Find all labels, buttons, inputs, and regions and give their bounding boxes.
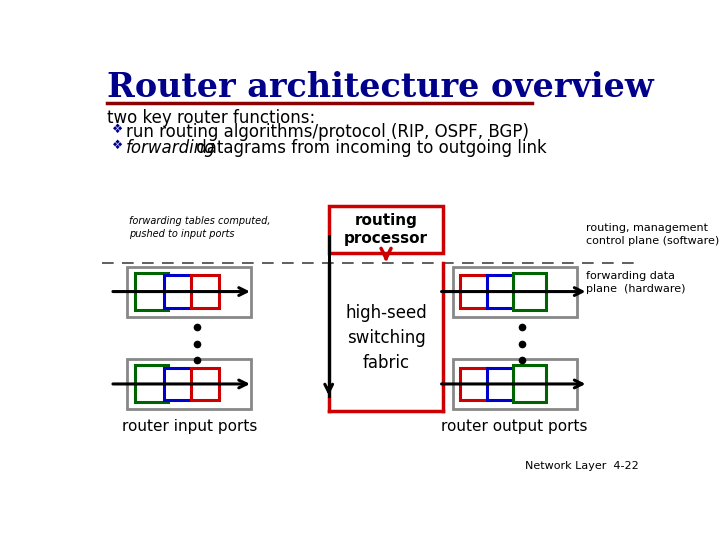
Text: run routing algorithms/protocol (RIP, OSPF, BGP): run routing algorithms/protocol (RIP, OS… [126, 123, 528, 141]
Bar [164, 275, 192, 308]
Bar [513, 273, 546, 310]
Text: routing, management
control plane (software): routing, management control plane (softw… [586, 222, 719, 246]
Text: datagrams from incoming to outgoing link: datagrams from incoming to outgoing link [191, 139, 546, 157]
Text: forwarding data
plane  (hardware): forwarding data plane (hardware) [586, 271, 685, 294]
Text: ❖: ❖ [112, 123, 123, 136]
Text: two key router functions:: two key router functions: [107, 110, 315, 127]
Bar [191, 275, 219, 308]
Text: routing
processor: routing processor [344, 213, 428, 246]
Bar [329, 206, 444, 253]
Bar [487, 368, 515, 400]
Text: forwarding tables computed,
pushed to input ports: forwarding tables computed, pushed to in… [129, 217, 270, 239]
Text: router input ports: router input ports [122, 419, 257, 434]
Bar [127, 267, 251, 316]
Text: Router architecture overview: Router architecture overview [107, 71, 654, 104]
Bar [135, 366, 168, 402]
Bar [453, 359, 577, 409]
Bar [135, 273, 168, 310]
Bar [164, 368, 192, 400]
Bar [513, 366, 546, 402]
Bar [487, 275, 515, 308]
Text: ❖: ❖ [112, 139, 123, 152]
Text: forwarding: forwarding [126, 139, 215, 157]
Bar [461, 368, 488, 400]
Text: router output ports: router output ports [441, 419, 588, 434]
Bar [461, 275, 488, 308]
Bar [453, 267, 577, 316]
Bar [191, 368, 219, 400]
Text: high-seed
switching
fabric: high-seed switching fabric [345, 304, 427, 372]
Bar [127, 359, 251, 409]
Text: Network Layer  4-22: Network Layer 4-22 [525, 461, 639, 471]
